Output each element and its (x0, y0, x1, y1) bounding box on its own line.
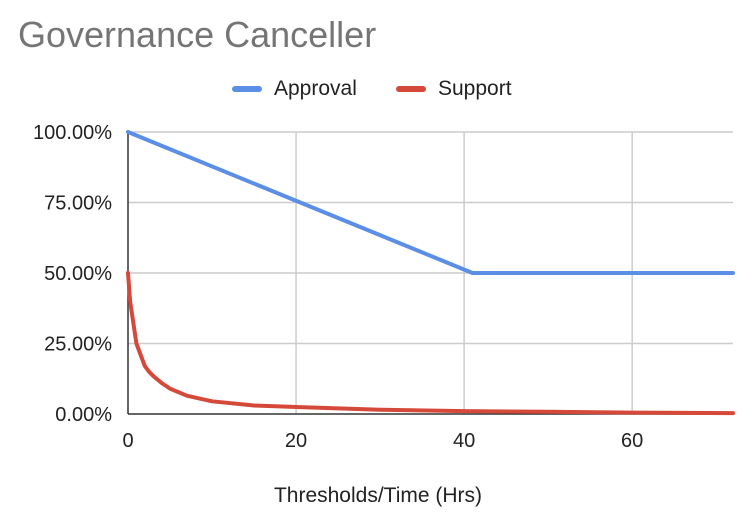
x-tick-label: 60 (621, 430, 643, 452)
chart-title: Governance Canceller (18, 14, 377, 55)
series-line-support (126, 271, 735, 416)
legend-swatch-support (396, 86, 426, 92)
legend-item-support: Support (396, 74, 512, 104)
x-tick-label: 0 (122, 430, 133, 452)
x-tick-label: 20 (285, 430, 307, 452)
y-tick-label: 25.00% (44, 334, 112, 356)
y-tick-label: 75.00% (44, 193, 112, 215)
legend-label-support: Support (438, 77, 512, 100)
legend: Approval Support (0, 74, 756, 104)
y-tick-label: 0.00% (55, 404, 112, 426)
legend-label-approval: Approval (274, 77, 357, 100)
y-tick-label: 50.00% (44, 263, 112, 285)
series-line-approval (126, 130, 735, 275)
series-lines (126, 130, 735, 416)
y-tick-label: 100.00% (33, 122, 112, 144)
legend-item-approval: Approval (232, 74, 357, 104)
x-tick-label: 40 (453, 430, 475, 452)
legend-swatch-approval (232, 86, 262, 92)
tick-labels: 0.00% 25.00% 50.00% 75.00% 100.00% 0 20 40 60 (33, 122, 643, 452)
x-axis-label: Thresholds/Time (Hrs) (273, 484, 483, 507)
